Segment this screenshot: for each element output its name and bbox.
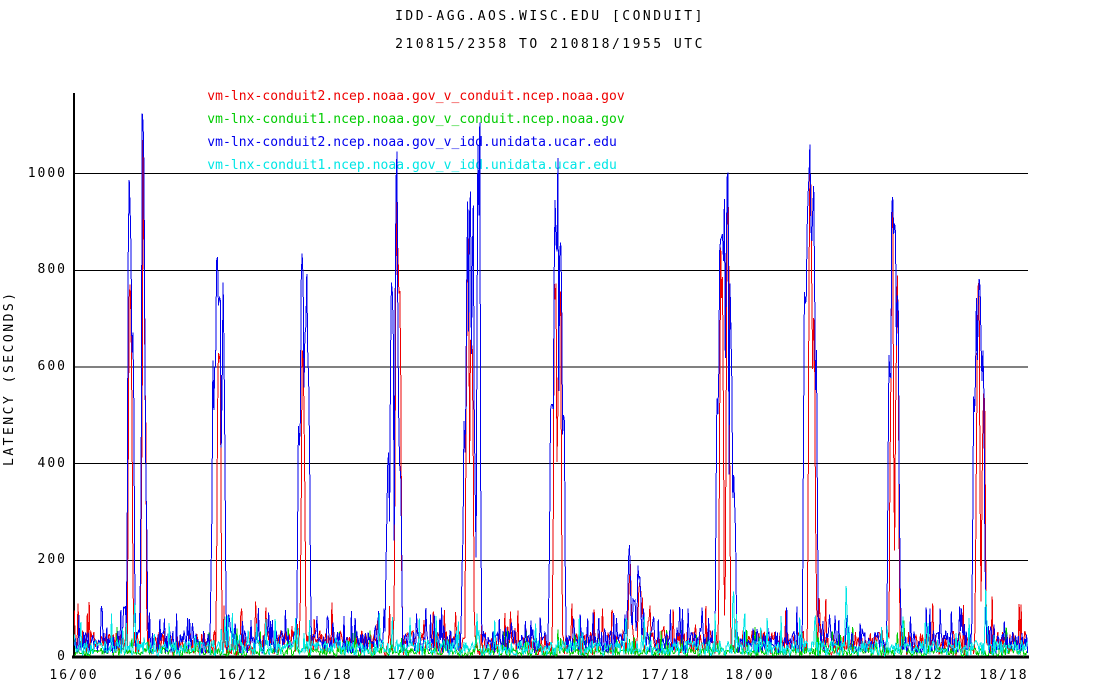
x-tick-label: 17/12 [556,668,606,683]
y-tick-label: 200 [37,552,67,567]
series-line-3 [73,585,1029,658]
legend-item: vm-lnx-conduit1.ncep.noaa.gov_v_idd.unid… [160,131,625,173]
y-tick-label: 1000 [27,166,67,181]
y-tick-label: 0 [57,649,67,664]
x-tick-label: 16/12 [218,668,268,683]
x-tick-label: 18/06 [810,668,860,683]
legend-item: vm-lnx-conduit2.ncep.noaa.gov_v_idd.unid… [160,108,625,150]
x-tick-label: 17/18 [641,668,691,683]
series-line-0 [73,140,1029,657]
chart-subtitle: 210815/2358 TO 210818/1955 UTC [395,37,705,52]
x-axis-line [72,655,1029,659]
legend: vm-lnx-conduit2.ncep.noaa.gov_v_conduit.… [160,62,625,173]
x-tick-label: 17/06 [472,668,522,683]
x-tick-label: 18/12 [894,668,944,683]
x-tick-label: 18/00 [725,668,775,683]
x-tick-label: 16/00 [49,668,99,683]
y-axis-line [73,93,75,658]
legend-label: vm-lnx-conduit2.ncep.noaa.gov_v_conduit.… [207,89,625,104]
legend-label: vm-lnx-conduit1.ncep.noaa.gov_v_idd.unid… [207,158,617,173]
x-tick-label: 18/18 [979,668,1029,683]
y-tick-label: 400 [37,456,67,471]
series-line-2 [73,113,1029,655]
y-tick-label: 800 [37,262,67,277]
chart-title: IDD-AGG.AOS.WISC.EDU [CONDUIT] [395,9,705,24]
x-tick-label: 16/06 [134,668,184,683]
legend-label: vm-lnx-conduit2.ncep.noaa.gov_v_idd.unid… [207,135,617,150]
y-tick-label: 600 [37,359,67,374]
legend-item: vm-lnx-conduit2.ncep.noaa.gov_v_conduit.… [160,62,625,104]
x-tick-label: 17/00 [387,668,437,683]
legend-label: vm-lnx-conduit1.ncep.noaa.gov_v_conduit.… [207,112,625,127]
x-tick-label: 16/18 [303,668,353,683]
legend-item: vm-lnx-conduit1.ncep.noaa.gov_v_conduit.… [160,85,625,127]
